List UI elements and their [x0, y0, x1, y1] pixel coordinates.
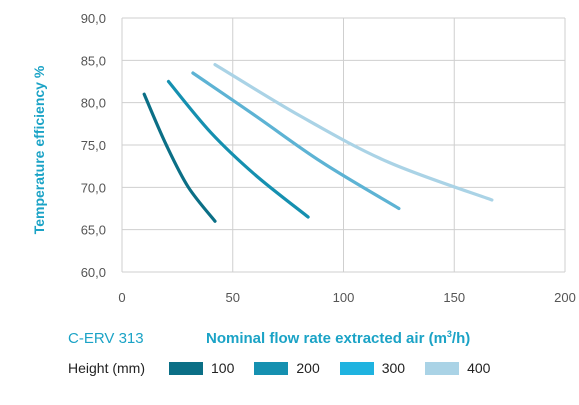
x-axis-label-sup: 3 [446, 329, 452, 339]
x-axis-label: Nominal flow rate extracted air (m3/h) [206, 329, 470, 347]
x-axis-label-end: /h) [451, 330, 471, 347]
x-tick-label: 50 [226, 290, 240, 305]
y-axis-label: Temperature efficiency % [31, 65, 47, 234]
legend-label-100: 100 [211, 360, 235, 376]
series-line-300 [191, 71, 401, 211]
legend-item-100: 100 [169, 360, 234, 376]
y-tick-label: 75,0 [81, 138, 106, 153]
series-line-100 [142, 92, 217, 223]
y-tick-label: 70,0 [81, 180, 106, 195]
y-tick-label: 80,0 [81, 96, 106, 111]
chart-grid [121, 17, 566, 273]
legend: Height (mm) 100 200 300 400 [68, 358, 510, 378]
legend-item-300: 300 [339, 360, 406, 376]
x-tick-label: 200 [554, 290, 576, 305]
series-line-200 [166, 79, 310, 219]
legend-title: Height (mm) [68, 360, 146, 376]
y-tick-label: 65,0 [81, 223, 106, 238]
legend-label-300: 300 [381, 360, 406, 376]
chart-series [142, 62, 494, 223]
x-tick-label: 100 [333, 290, 355, 305]
x-tick-label: 0 [118, 290, 125, 305]
legend-label-400: 400 [467, 360, 491, 376]
x-axis-label-main: Nominal flow rate extracted air (m [206, 330, 447, 347]
legend-swatch-400 [425, 361, 460, 375]
legend-swatch-200 [254, 361, 289, 375]
model-name: C-ERV 313 [68, 330, 144, 347]
y-tick-label: 90,0 [81, 11, 106, 26]
series-line-400 [213, 62, 494, 202]
y-tick-label: 85,0 [81, 53, 106, 68]
legend-swatch-300 [339, 361, 374, 375]
legend-item-400: 400 [425, 360, 490, 376]
legend-label-200: 200 [296, 360, 320, 376]
x-tick-label: 150 [443, 290, 465, 305]
legend-swatch-100 [169, 361, 204, 375]
legend-item-200: 200 [254, 360, 320, 376]
y-tick-label: 60,0 [81, 265, 106, 280]
chart-ticks: 60,0 65,0 70,0 75,0 80,0 85,0 90,0 0 50 100 150 200 [81, 11, 576, 305]
